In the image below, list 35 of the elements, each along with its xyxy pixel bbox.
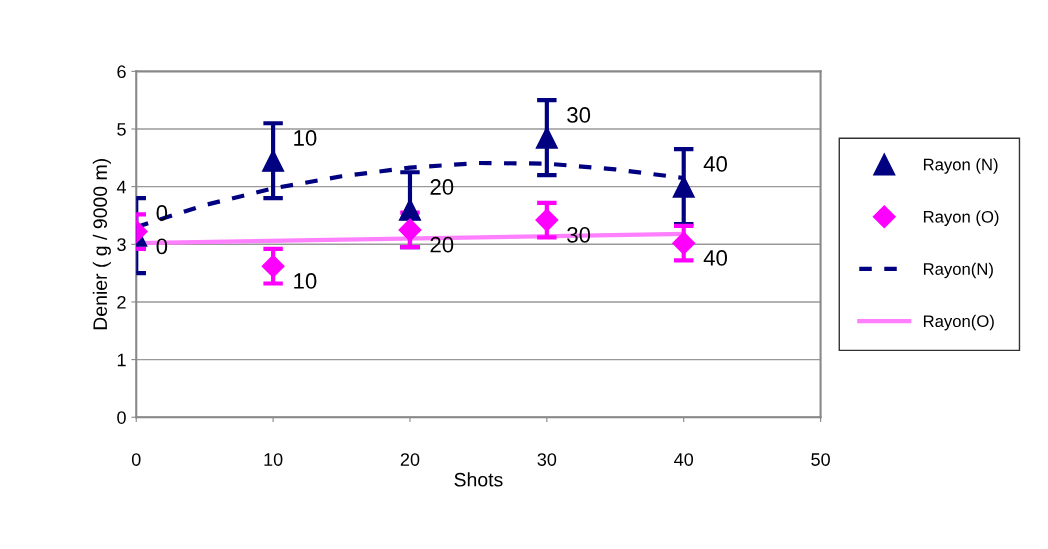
y-tick-label: 5 <box>117 123 126 136</box>
y-tick-label: 6 <box>117 65 126 79</box>
annotation: 20 <box>430 236 454 253</box>
x-axis-title: Shots <box>454 472 503 487</box>
x-tick-label: 50 <box>811 453 830 466</box>
y-tick-label: 1 <box>117 353 126 367</box>
annotation: 30 <box>567 226 591 243</box>
point <box>261 149 285 172</box>
point <box>535 126 558 149</box>
point <box>535 208 559 232</box>
x-tick-label: 20 <box>400 453 420 466</box>
y-axis-title: Denier ( g / 9000 m) <box>92 159 111 330</box>
y-tick-label: 4 <box>116 180 126 194</box>
point <box>261 254 285 278</box>
annotation: 10 <box>294 273 317 289</box>
annotation: 0 <box>156 238 168 255</box>
annotation: 10 <box>294 130 317 146</box>
x-tick-label: 0 <box>131 453 141 466</box>
point <box>398 218 422 242</box>
y-tick-label: 0 <box>117 411 126 424</box>
legend-label: Rayon (O) <box>923 210 999 226</box>
annotation: 20 <box>430 179 454 195</box>
annotation: 30 <box>567 107 591 123</box>
point <box>672 231 696 255</box>
x-tick-label: 10 <box>264 453 283 466</box>
point <box>672 175 695 198</box>
x-tick-label: 40 <box>674 453 694 466</box>
legend-label: Rayon(O) <box>923 314 994 331</box>
legend-label: Rayon (N) <box>923 158 998 174</box>
annotation: 40 <box>703 250 728 266</box>
x-tick-label: 30 <box>537 453 557 466</box>
y-tick-label: 2 <box>117 295 126 309</box>
y-tick-label: 3 <box>117 238 126 252</box>
annotation: 40 <box>703 156 728 172</box>
legend-label: Rayon(N) <box>923 262 993 279</box>
